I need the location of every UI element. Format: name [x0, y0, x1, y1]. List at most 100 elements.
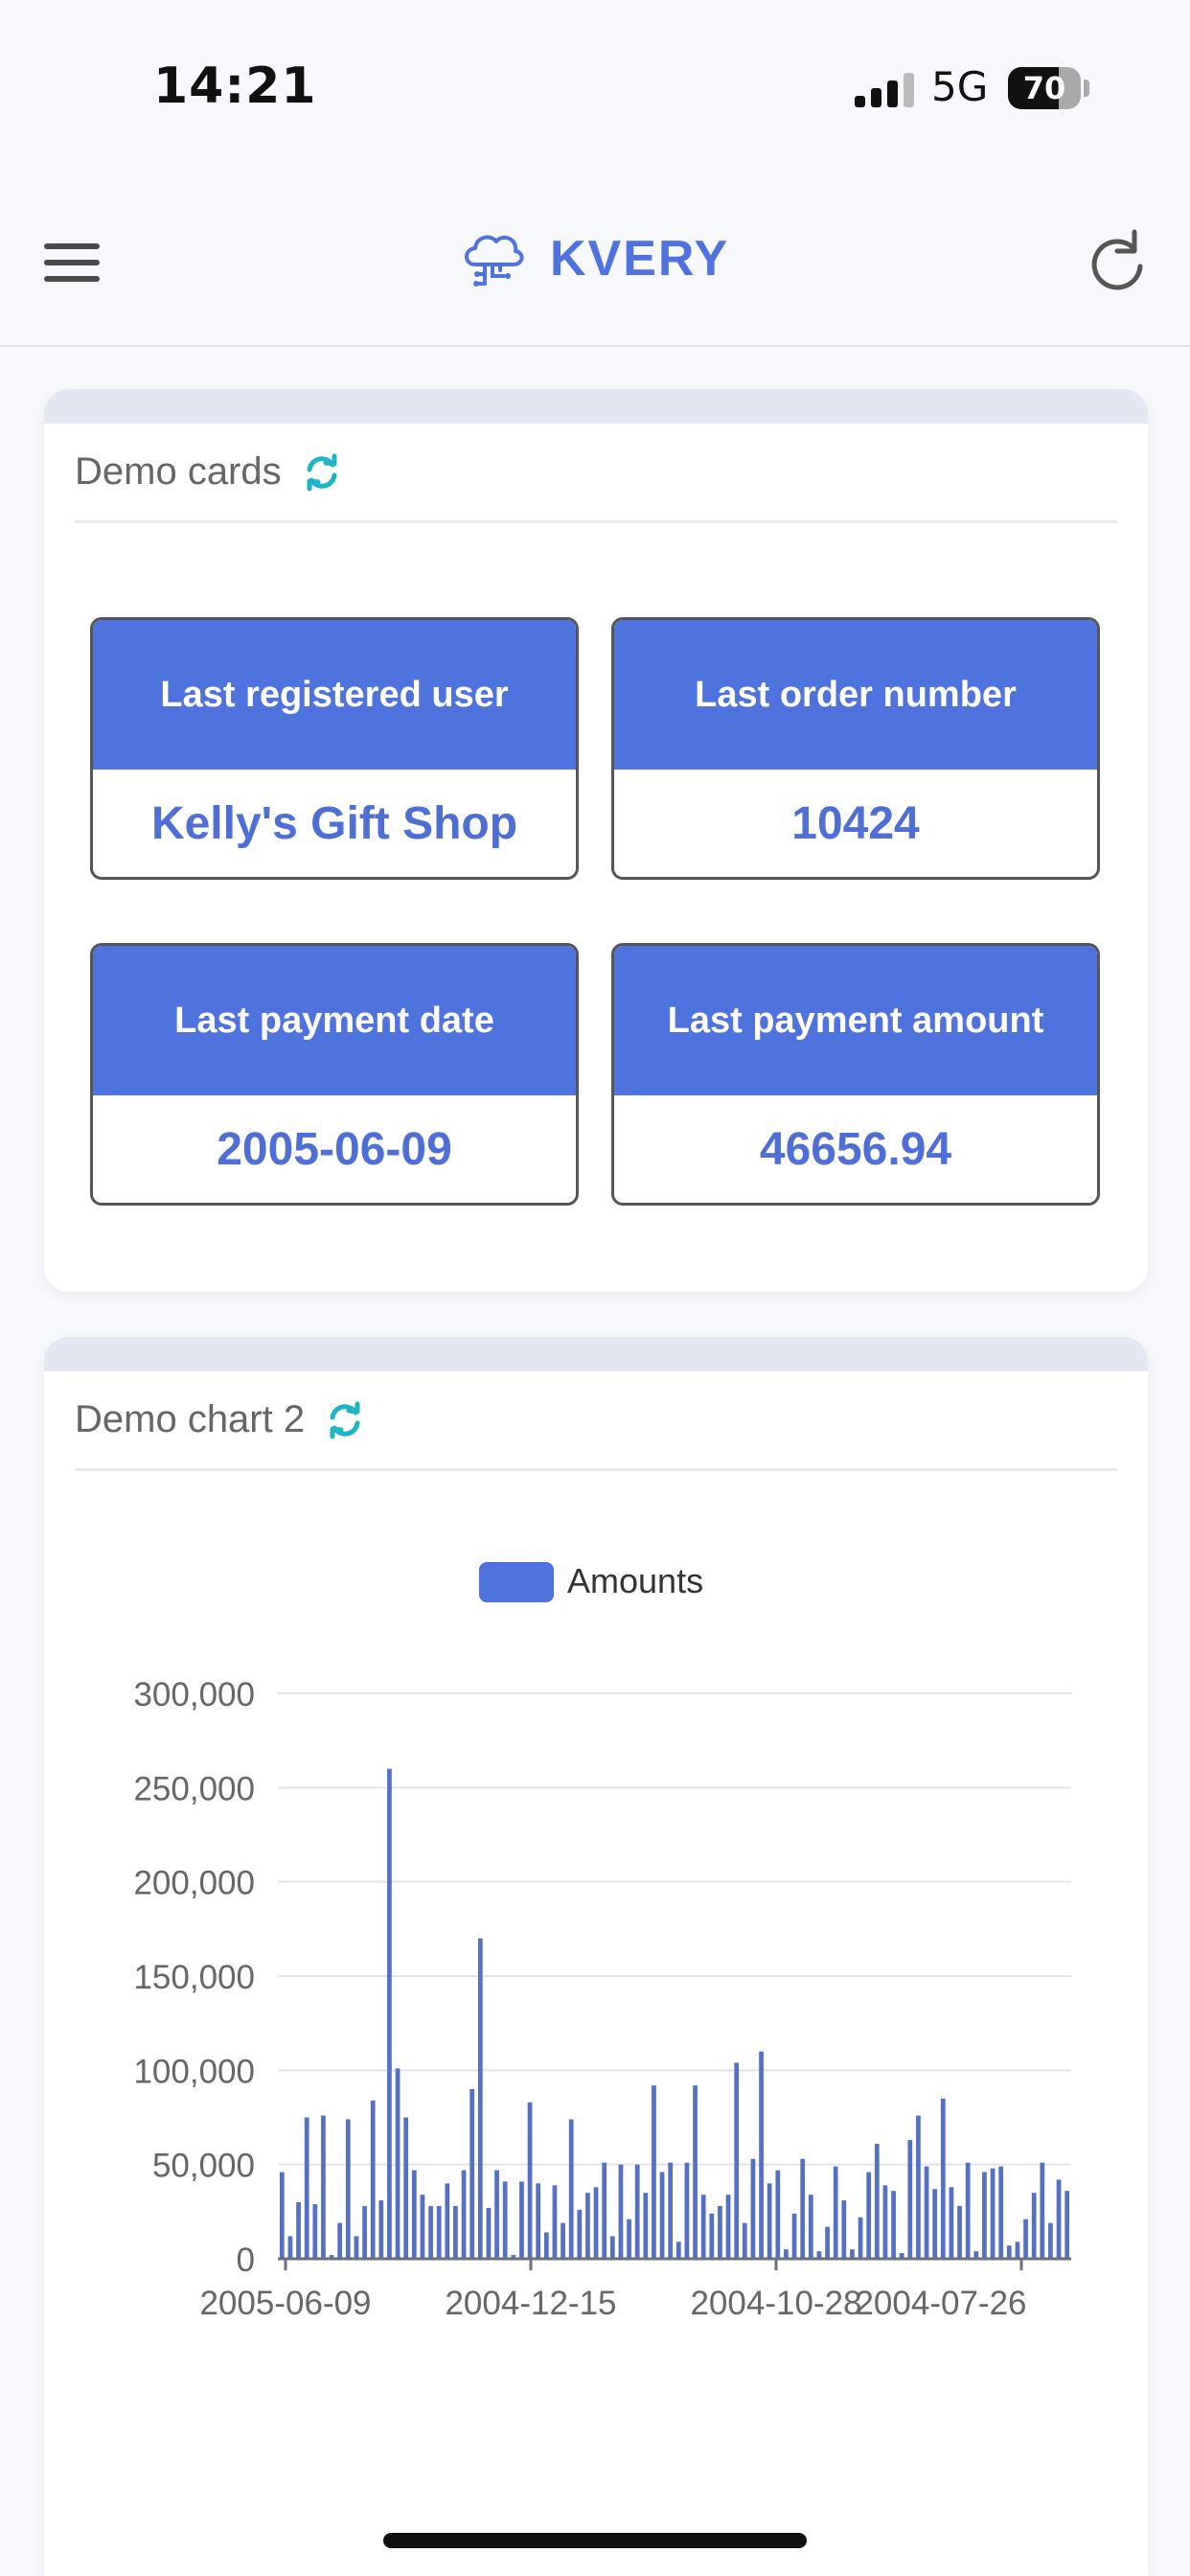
bar[interactable] — [990, 2168, 995, 2259]
bar[interactable] — [1006, 2245, 1012, 2259]
bar[interactable] — [891, 2191, 896, 2259]
bar[interactable] — [874, 2144, 880, 2259]
bar[interactable] — [734, 2062, 740, 2259]
bar[interactable] — [916, 2115, 921, 2259]
bar[interactable] — [998, 2166, 1004, 2259]
bar[interactable] — [321, 2115, 326, 2259]
bar[interactable] — [725, 2195, 731, 2259]
bar[interactable] — [362, 2205, 367, 2259]
bar[interactable] — [652, 2085, 656, 2259]
legend-swatch[interactable] — [479, 1562, 554, 1602]
hamburger-menu-icon[interactable] — [44, 243, 100, 282]
bar[interactable] — [568, 2119, 574, 2259]
bar[interactable] — [627, 2219, 631, 2259]
bar[interactable] — [1056, 2179, 1062, 2259]
bar[interactable] — [378, 2200, 384, 2259]
bar[interactable] — [618, 2164, 624, 2259]
bar[interactable] — [329, 2255, 334, 2259]
bar[interactable] — [1015, 2242, 1020, 2259]
bar[interactable] — [279, 2172, 285, 2259]
bar[interactable] — [957, 2205, 962, 2259]
bar[interactable] — [502, 2181, 508, 2259]
bar[interactable] — [1064, 2191, 1070, 2259]
bar[interactable] — [693, 2085, 698, 2259]
bar[interactable] — [973, 2251, 979, 2259]
bar[interactable] — [668, 2162, 674, 2259]
bar[interactable] — [825, 2226, 830, 2259]
sync-icon[interactable] — [326, 1401, 364, 1439]
bar[interactable] — [543, 2232, 549, 2259]
bar[interactable] — [742, 2222, 747, 2259]
bar[interactable] — [403, 2117, 409, 2260]
bar[interactable] — [791, 2213, 797, 2259]
bar[interactable] — [337, 2222, 343, 2259]
bar[interactable] — [609, 2236, 615, 2259]
legend-label[interactable]: Amounts — [567, 1561, 703, 1600]
bar[interactable] — [494, 2170, 499, 2259]
bar[interactable] — [924, 2166, 929, 2259]
bar[interactable] — [527, 2102, 533, 2259]
bar[interactable] — [850, 2249, 855, 2259]
bar[interactable] — [899, 2253, 904, 2259]
bar[interactable] — [593, 2187, 599, 2259]
bar[interactable] — [634, 2164, 640, 2259]
bar[interactable] — [659, 2172, 665, 2259]
bar[interactable] — [1031, 2193, 1037, 2259]
bar[interactable] — [700, 2195, 706, 2259]
bar[interactable] — [800, 2158, 806, 2259]
bar[interactable] — [469, 2089, 475, 2259]
bar[interactable] — [395, 2068, 400, 2259]
bar[interactable] — [453, 2205, 458, 2259]
bar[interactable] — [445, 2183, 450, 2259]
bar[interactable] — [907, 2140, 913, 2259]
bar[interactable] — [767, 2183, 772, 2259]
bar[interactable] — [519, 2181, 524, 2259]
bar[interactable] — [304, 2117, 309, 2260]
bar[interactable] — [312, 2203, 318, 2259]
bar[interactable] — [296, 2202, 301, 2259]
bar[interactable] — [841, 2200, 847, 2259]
bar[interactable] — [866, 2172, 872, 2259]
bar[interactable] — [858, 2217, 863, 2259]
bar[interactable] — [436, 2205, 442, 2259]
bar[interactable] — [709, 2213, 715, 2259]
bar[interactable] — [882, 2185, 888, 2259]
bar[interactable] — [345, 2119, 351, 2259]
bar[interactable] — [577, 2209, 583, 2259]
bar[interactable] — [965, 2162, 971, 2259]
bar[interactable] — [940, 2098, 946, 2259]
bar[interactable] — [354, 2236, 359, 2259]
bar[interactable] — [1040, 2162, 1045, 2259]
bar[interactable] — [461, 2170, 467, 2259]
bar[interactable] — [684, 2162, 690, 2259]
bar[interactable] — [1048, 2222, 1053, 2259]
bar[interactable] — [552, 2185, 558, 2259]
bar[interactable] — [982, 2172, 987, 2259]
bar[interactable] — [808, 2195, 813, 2259]
bar[interactable] — [759, 2051, 764, 2259]
bar[interactable] — [536, 2183, 541, 2259]
bar[interactable] — [750, 2158, 756, 2259]
bar[interactable] — [486, 2207, 492, 2259]
bar[interactable] — [511, 2255, 516, 2259]
bar[interactable] — [775, 2170, 781, 2259]
bar[interactable] — [561, 2222, 565, 2259]
bar[interactable] — [675, 2242, 681, 2259]
bar[interactable] — [833, 2166, 838, 2259]
bar[interactable] — [1023, 2219, 1028, 2259]
sync-icon[interactable] — [303, 453, 341, 492]
bar[interactable] — [949, 2187, 954, 2259]
bar[interactable] — [816, 2251, 822, 2259]
refresh-icon[interactable] — [1087, 226, 1148, 293]
bar[interactable] — [287, 2236, 293, 2259]
bar[interactable] — [370, 2100, 376, 2259]
bar[interactable] — [411, 2170, 417, 2259]
bar[interactable] — [420, 2195, 425, 2259]
bar[interactable] — [387, 1768, 392, 2259]
bar[interactable] — [602, 2162, 607, 2259]
bar[interactable] — [428, 2205, 433, 2259]
bar[interactable] — [643, 2193, 649, 2259]
bar[interactable] — [932, 2189, 938, 2259]
bar[interactable] — [585, 2193, 590, 2259]
bar[interactable] — [784, 2249, 789, 2259]
